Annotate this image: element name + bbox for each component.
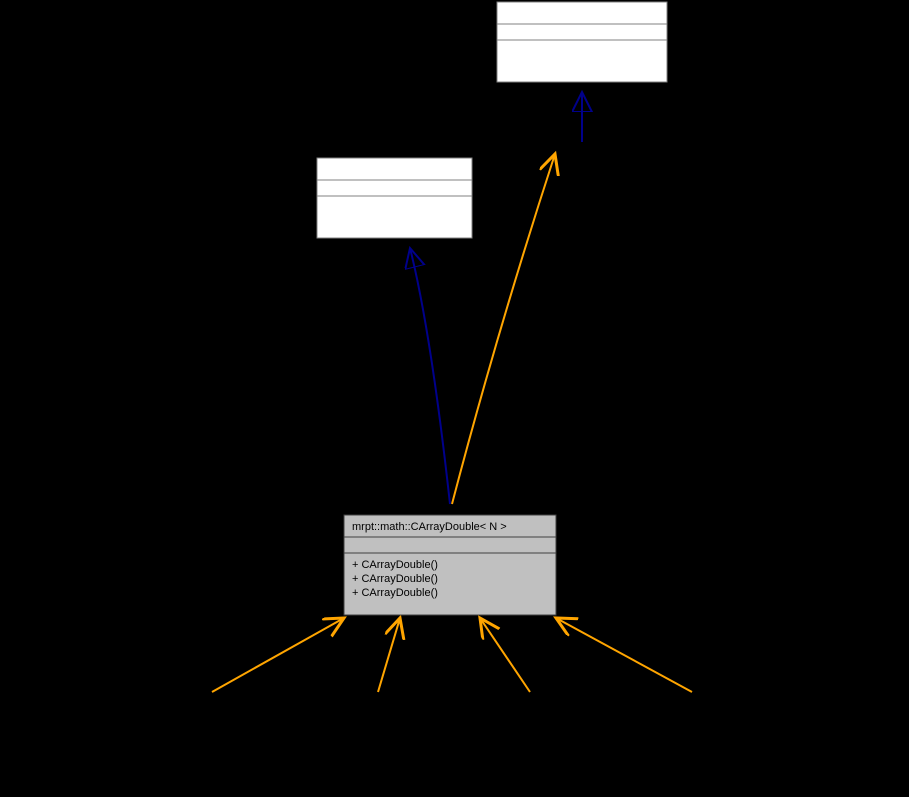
usage-edge bbox=[378, 618, 400, 692]
usage-edge bbox=[556, 618, 692, 692]
class-title: mrpt::math::CArrayDouble< N > bbox=[352, 521, 507, 533]
class-box: mrpt::math::CArrayDouble< N >+ CArrayDou… bbox=[344, 515, 556, 615]
class-method: + CArrayDouble() bbox=[352, 587, 438, 599]
class-method: + CArrayDouble() bbox=[352, 573, 438, 585]
usage-edge bbox=[480, 618, 530, 692]
class-method: + CArrayDouble() bbox=[352, 559, 438, 571]
class-box bbox=[317, 158, 472, 238]
usage-edge bbox=[212, 618, 344, 692]
inheritance-edge bbox=[410, 248, 450, 504]
class-box bbox=[497, 2, 667, 82]
